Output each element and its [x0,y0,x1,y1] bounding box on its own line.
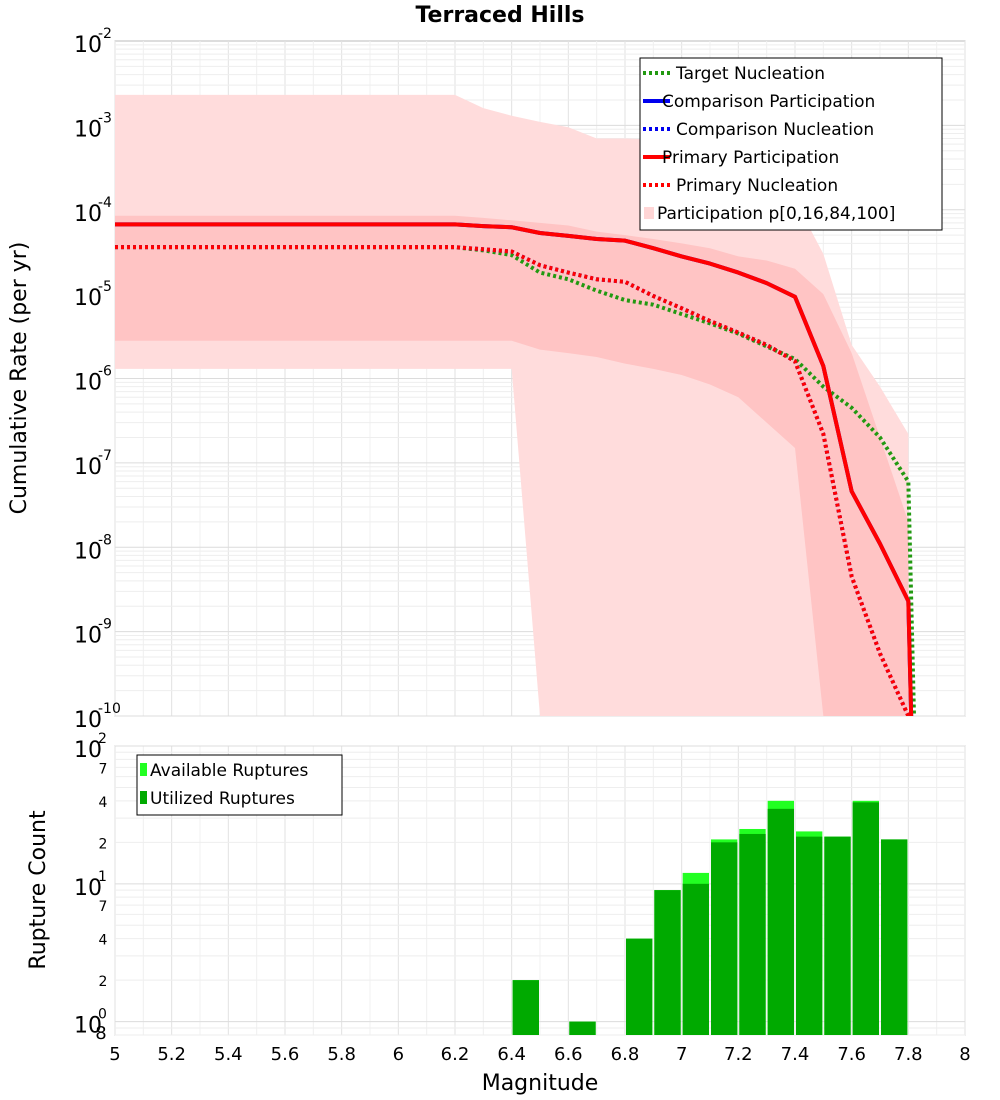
x-tick-label: 6 [393,1044,404,1065]
x-tick-label: 6.6 [554,1044,583,1065]
legend-entry-label: Available Ruptures [150,761,308,781]
series-primary-participation [115,222,914,716]
legend-swatch [140,763,147,776]
count-y-tick-exponent: 1 [98,869,107,885]
x-tick-label: 5.6 [271,1044,300,1065]
count-y-tick-label: 10 [74,1014,102,1039]
bar-utilized-ruptures [512,980,539,1035]
x-tick-label: 7 [676,1044,687,1065]
bar-utilized-ruptures [626,938,653,1035]
series-primary-nucleation [115,245,911,716]
count-y-tick-exponent: 0 [98,1007,107,1023]
y-tick-label: 10 [74,708,102,733]
y-tick-exponent: -5 [98,279,112,295]
y-tick-label: 10 [74,371,102,396]
y-tick-label: 10 [74,286,102,311]
bar-utilized-ruptures [739,833,766,1035]
bar-utilized-ruptures [852,802,879,1035]
x-tick-label: 6.8 [611,1044,640,1065]
y-tick-label: 10 [74,624,102,649]
count-y-minor-label: 8 [95,1023,106,1044]
bar-utilized-ruptures [654,890,681,1035]
count-gridlines [114,745,966,1036]
bar-utilized-ruptures [881,839,908,1035]
y-tick-label: 10 [74,539,102,564]
bar-utilized-ruptures [682,883,709,1035]
rate-legend: Target Nucleation Comparison Participatio… [639,57,943,231]
legend-entry-label: Participation p[0,16,84,100] [657,204,895,224]
count-y-minor-label: 2 [99,836,108,852]
y-tick-exponent: -10 [98,701,121,717]
x-tick-label: 5.8 [327,1044,356,1065]
x-tick-label: 5.2 [157,1044,186,1065]
y-tick-exponent: -2 [98,26,112,42]
y-tick-exponent: -6 [98,364,112,380]
legend-entry-label: Primary Participation [662,148,839,168]
bar-utilized-ruptures [796,836,823,1035]
rupture-bars [512,800,908,1035]
x-tick-label: 5.4 [214,1044,243,1065]
bar-utilized-ruptures [711,842,738,1035]
bar-utilized-ruptures [569,1021,596,1035]
x-tick-label: 7.8 [894,1044,923,1065]
x-tick-label: 7.2 [724,1044,753,1065]
legend-entry-label: Utilized Ruptures [150,789,295,809]
count-y-minor-label: 7 [99,761,108,777]
count-y-minor-label: 7 [99,899,108,915]
x-tick-label: 5 [109,1044,120,1065]
bar-utilized-ruptures [767,808,794,1035]
y-tick-exponent: -9 [98,617,112,633]
legend-entry-label: Comparison Nucleation [676,120,874,140]
legend-swatch [644,207,654,219]
y-tick-label: 10 [74,33,102,58]
x-tick-label: 7.6 [837,1044,866,1065]
legend-swatch [140,791,147,804]
bar-utilized-ruptures [824,836,851,1035]
count-y-minor-label: 2 [99,974,108,990]
y-tick-exponent: -4 [98,195,112,211]
legend-entry-label: Target Nucleation [675,64,825,84]
rate-series-lines [115,222,916,716]
chart-title: Terraced Hills [415,3,584,28]
x-tick-label: 8 [959,1044,970,1065]
legend-entry-label: Primary Nucleation [676,176,838,196]
count-y-axis-label: Rupture Count [26,810,51,970]
count-x-ticks: 5 5.2 5.4 5.6 5.8 6 6.2 6.4 6.6 6.8 7 7.2 7.4 7.6 7.8 8 [109,1044,970,1065]
participation-bands [115,94,909,716]
y-tick-label: 10 [74,202,102,227]
x-tick-label: 7.4 [781,1044,810,1065]
y-tick-exponent: -8 [98,532,112,548]
y-tick-exponent: -3 [98,110,112,126]
band-p16-p84 [115,215,909,716]
count-y-minor-label: 4 [99,933,108,949]
count-legend: Available Ruptures Utilized Ruptures [136,754,343,816]
count-y-tick-label: 10 [74,738,102,763]
y-tick-label: 10 [74,455,102,480]
count-y-tick-exponent: 2 [98,731,107,747]
x-tick-label: 6.2 [441,1044,470,1065]
legend-entry-label: Comparison Participation [662,92,875,112]
rate-y-axis-label: Cumulative Rate (per yr) [7,242,32,515]
count-y-tick-label: 10 [74,876,102,901]
x-tick-label: 6.4 [497,1044,526,1065]
x-axis-label: Magnitude [482,1071,599,1096]
y-tick-exponent: -7 [98,448,112,464]
y-tick-label: 10 [74,117,102,142]
count-y-minor-label: 4 [99,795,108,811]
series-target-nucleation [115,245,916,716]
